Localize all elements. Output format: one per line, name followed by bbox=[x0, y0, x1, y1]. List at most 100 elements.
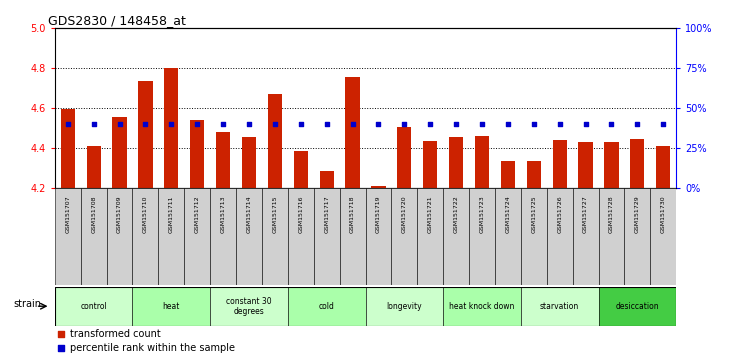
Point bbox=[88, 121, 99, 127]
Bar bbox=[521, 188, 547, 285]
Bar bbox=[319, 171, 334, 188]
Bar bbox=[469, 188, 495, 285]
Point bbox=[192, 121, 203, 127]
Bar bbox=[80, 188, 107, 285]
Point bbox=[605, 121, 617, 127]
Text: GSM151714: GSM151714 bbox=[246, 195, 251, 233]
Bar bbox=[475, 136, 489, 188]
Text: GSM151721: GSM151721 bbox=[428, 195, 433, 233]
Bar bbox=[211, 188, 236, 285]
Bar bbox=[521, 287, 599, 326]
Bar bbox=[216, 132, 230, 188]
Point bbox=[657, 121, 669, 127]
Bar bbox=[61, 109, 75, 188]
Text: GSM151715: GSM151715 bbox=[273, 195, 277, 233]
Text: GSM151710: GSM151710 bbox=[143, 195, 148, 233]
Bar bbox=[423, 141, 437, 188]
Point bbox=[373, 121, 385, 127]
Point bbox=[140, 121, 151, 127]
Text: control: control bbox=[80, 302, 107, 311]
Point bbox=[502, 121, 514, 127]
Text: GSM151727: GSM151727 bbox=[583, 195, 588, 233]
Text: GSM151716: GSM151716 bbox=[298, 195, 303, 233]
Bar bbox=[164, 68, 178, 188]
Bar bbox=[572, 188, 599, 285]
Point bbox=[243, 121, 255, 127]
Point bbox=[165, 121, 177, 127]
Text: percentile rank within the sample: percentile rank within the sample bbox=[70, 343, 235, 353]
Text: GSM151722: GSM151722 bbox=[454, 195, 458, 233]
Text: heat: heat bbox=[162, 302, 180, 311]
Text: GSM151713: GSM151713 bbox=[221, 195, 226, 233]
Text: desiccation: desiccation bbox=[616, 302, 659, 311]
Bar bbox=[630, 139, 645, 188]
Bar bbox=[443, 287, 520, 326]
Bar bbox=[288, 287, 366, 326]
Bar bbox=[211, 287, 288, 326]
Point bbox=[450, 121, 462, 127]
Point bbox=[217, 121, 229, 127]
Bar bbox=[443, 188, 469, 285]
Point bbox=[62, 121, 74, 127]
Text: starvation: starvation bbox=[540, 302, 579, 311]
Point bbox=[55, 331, 67, 336]
Text: GSM151718: GSM151718 bbox=[350, 195, 355, 233]
Text: GSM151720: GSM151720 bbox=[402, 195, 407, 233]
Bar bbox=[495, 188, 520, 285]
Bar bbox=[624, 188, 651, 285]
Bar bbox=[236, 188, 262, 285]
Bar bbox=[578, 142, 593, 188]
Bar bbox=[55, 188, 80, 285]
Bar bbox=[656, 147, 670, 188]
Bar bbox=[86, 147, 101, 188]
Bar bbox=[242, 137, 256, 188]
Bar bbox=[132, 188, 159, 285]
Bar bbox=[132, 287, 211, 326]
Bar bbox=[190, 120, 205, 188]
Bar bbox=[417, 188, 443, 285]
Point bbox=[295, 121, 306, 127]
Text: transformed count: transformed count bbox=[70, 329, 161, 339]
Bar bbox=[599, 287, 676, 326]
Text: longevity: longevity bbox=[387, 302, 422, 311]
Text: GSM151719: GSM151719 bbox=[376, 195, 381, 233]
Point bbox=[425, 121, 436, 127]
Point bbox=[554, 121, 566, 127]
Point bbox=[632, 121, 643, 127]
Bar bbox=[366, 287, 443, 326]
Text: GSM151712: GSM151712 bbox=[194, 195, 200, 233]
Bar bbox=[288, 188, 314, 285]
Point bbox=[346, 121, 358, 127]
Bar bbox=[184, 188, 211, 285]
Point bbox=[269, 121, 281, 127]
Bar bbox=[294, 151, 308, 188]
Bar bbox=[268, 94, 282, 188]
Bar bbox=[599, 188, 624, 285]
Bar bbox=[391, 188, 417, 285]
Bar bbox=[371, 186, 385, 188]
Text: cold: cold bbox=[319, 302, 335, 311]
Text: GSM151717: GSM151717 bbox=[324, 195, 329, 233]
Bar bbox=[55, 287, 132, 326]
Bar bbox=[397, 127, 412, 188]
Point bbox=[398, 121, 410, 127]
Bar bbox=[553, 140, 567, 188]
Text: GSM151723: GSM151723 bbox=[480, 195, 485, 233]
Text: constant 30
degrees: constant 30 degrees bbox=[226, 297, 272, 316]
Bar bbox=[526, 161, 541, 188]
Text: GSM151708: GSM151708 bbox=[91, 195, 96, 233]
Text: GSM151726: GSM151726 bbox=[557, 195, 562, 233]
Point bbox=[321, 121, 333, 127]
Bar bbox=[651, 188, 676, 285]
Bar bbox=[340, 188, 366, 285]
Text: GSM151725: GSM151725 bbox=[531, 195, 537, 233]
Text: heat knock down: heat knock down bbox=[450, 302, 515, 311]
Bar bbox=[159, 188, 184, 285]
Text: GSM151709: GSM151709 bbox=[117, 195, 122, 233]
Point bbox=[55, 345, 67, 350]
Text: GSM151730: GSM151730 bbox=[661, 195, 666, 233]
Bar bbox=[113, 117, 126, 188]
Text: GSM151711: GSM151711 bbox=[169, 195, 174, 233]
Point bbox=[114, 121, 126, 127]
Text: GSM151724: GSM151724 bbox=[505, 195, 510, 233]
